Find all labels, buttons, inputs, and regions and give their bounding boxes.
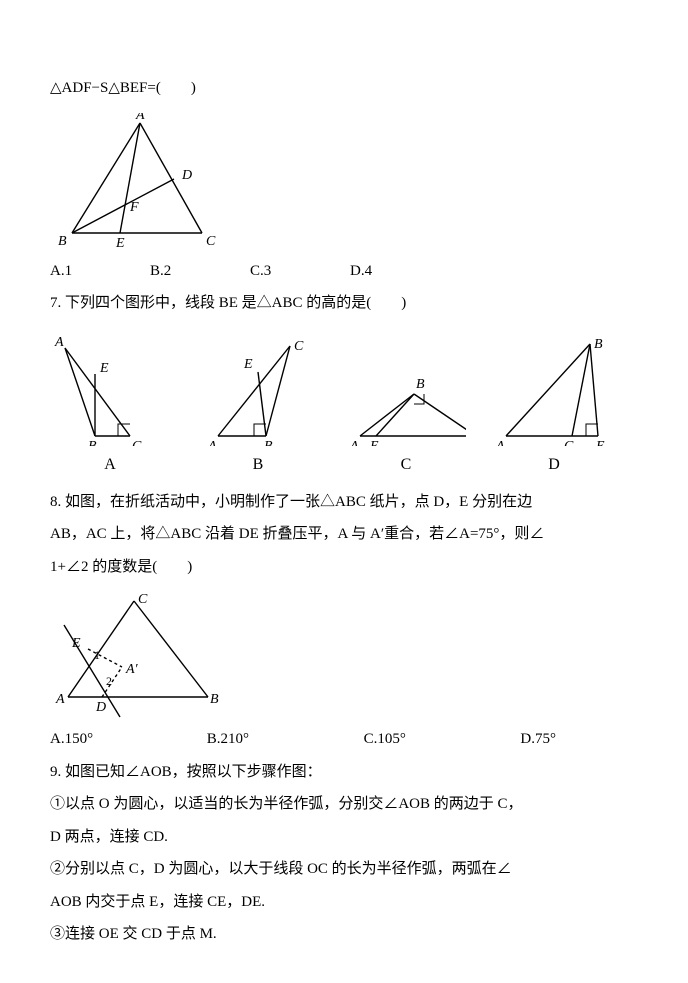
svg-text:E: E <box>595 439 605 446</box>
q7-caption-d: D <box>548 450 560 480</box>
q6-option-a[interactable]: A.1 <box>50 257 150 286</box>
svg-text:A: A <box>349 439 359 446</box>
q8-figure-container: C A B E D A′ 12 <box>50 591 638 721</box>
q8-option-c[interactable]: C.105° <box>364 725 521 754</box>
q8-option-d[interactable]: D.75° <box>520 725 638 754</box>
q8-option-b[interactable]: B.210° <box>207 725 364 754</box>
svg-text:F: F <box>129 200 139 215</box>
svg-text:2: 2 <box>106 674 112 688</box>
svg-text:B: B <box>88 439 97 446</box>
q8-option-a[interactable]: A.150° <box>50 725 207 754</box>
q8-options: A.150° B.210° C.105° D.75° <box>50 725 638 754</box>
q6-options: A.1 B.2 C.3 D.4 <box>50 257 638 286</box>
q7-figure-row: AEBC A CEAB B AECB C ACEB D <box>50 336 638 480</box>
svg-text:B: B <box>210 692 219 707</box>
svg-text:D: D <box>181 168 192 183</box>
q7-figure-b: C E A B <box>198 336 318 446</box>
svg-text:D: D <box>95 700 106 715</box>
q9-line-3: D 两点，连接 CD. <box>50 823 638 852</box>
svg-text:A: A <box>54 336 64 350</box>
q8-figure: C A B E D A′ 12 <box>50 591 250 721</box>
q7-fig-d-block: A C E B D <box>494 336 614 480</box>
q6-header: △ADF−S△BEF=( ) <box>50 74 638 103</box>
q7-figure-a: A E B C <box>50 336 170 446</box>
svg-text:C: C <box>206 234 216 249</box>
q7-fig-c-block: AECB C <box>346 336 466 480</box>
svg-text:E: E <box>71 636 81 651</box>
q7-figure-c: AECB <box>346 336 466 446</box>
q7-caption-c: C <box>401 450 412 480</box>
q6-figure: A B E C D F <box>50 113 230 253</box>
q9-line-5: AOB 内交于点 E，连接 CE，DE. <box>50 888 638 917</box>
q8-line-1: 8. 如图，在折纸活动中，小明制作了一张△ABC 纸片，点 D，E 分别在边 <box>50 488 638 517</box>
q7-caption-b: B <box>253 450 264 480</box>
q7-caption-a: A <box>104 450 116 480</box>
svg-text:A: A <box>495 439 505 446</box>
svg-text:C: C <box>564 439 574 446</box>
svg-text:A: A <box>207 439 217 446</box>
q7-text: 7. 下列四个图形中，线段 BE 是△ABC 的高的是( ) <box>50 289 638 318</box>
svg-text:A: A <box>55 692 65 707</box>
q9-line-6: ③连接 OE 交 CD 于点 M. <box>50 920 638 949</box>
q6-figure-container: A B E C D F <box>50 113 638 253</box>
svg-text:C: C <box>294 339 304 354</box>
svg-text:A: A <box>135 113 145 123</box>
svg-text:E: E <box>99 361 109 376</box>
q6-option-c[interactable]: C.3 <box>250 257 350 286</box>
svg-text:A′: A′ <box>125 662 139 677</box>
svg-text:C: C <box>132 439 142 446</box>
svg-text:E: E <box>369 439 379 446</box>
q6-option-b[interactable]: B.2 <box>150 257 250 286</box>
svg-text:B: B <box>264 439 273 446</box>
svg-text:C: C <box>138 592 148 607</box>
q7-fig-b-block: C E A B B <box>198 336 318 480</box>
q7-fig-a-block: A E B C A <box>50 336 170 480</box>
q9-line-2: ①以点 O 为圆心，以适当的长为半径作弧，分别交∠AOB 的两边于 C， <box>50 790 638 819</box>
q9-line-4: ②分别以点 C，D 为圆心，以大于线段 OC 的长为半径作弧，两弧在∠ <box>50 855 638 884</box>
q7-figure-d: A C E B <box>494 336 614 446</box>
q8-line-2: AB，AC 上，将△ABC 沿着 DE 折叠压平，A 与 A′重合，若∠A=75… <box>50 520 638 549</box>
svg-text:1: 1 <box>94 648 100 662</box>
svg-text:B: B <box>594 337 603 352</box>
q6-option-d[interactable]: D.4 <box>350 257 450 286</box>
svg-text:E: E <box>115 236 125 251</box>
svg-text:E: E <box>243 357 253 372</box>
q9-line-1: 9. 如图已知∠AOB，按照以下步骤作图： <box>50 758 638 787</box>
q8-line-3: 1+∠2 的度数是( ) <box>50 553 638 582</box>
svg-text:B: B <box>416 377 425 392</box>
svg-text:B: B <box>58 234 67 249</box>
